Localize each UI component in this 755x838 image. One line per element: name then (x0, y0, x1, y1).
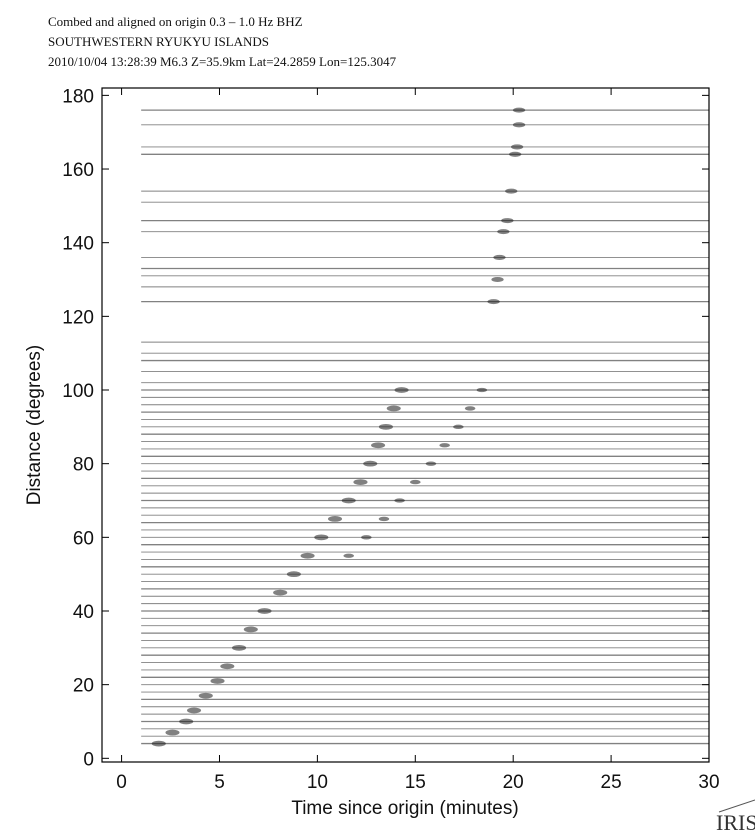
p-arrival-mark (232, 644, 247, 651)
p-arrival-mark (186, 707, 202, 714)
pkp-arrival-mark (487, 299, 500, 305)
y-tick-label: 20 (73, 676, 94, 697)
p-arrival-mark (363, 460, 378, 467)
p-arrival-mark (286, 571, 301, 578)
pp-arrival-mark (476, 387, 488, 393)
x-tick-label: 5 (214, 772, 225, 793)
pp-arrival-mark (410, 479, 421, 485)
x-tick-label: 15 (405, 772, 426, 793)
y-tick-label: 100 (62, 381, 94, 402)
pkp-arrival-mark (497, 229, 510, 235)
y-tick-label: 120 (62, 307, 94, 328)
p-arrival-mark (210, 678, 225, 684)
p-arrival-mark (243, 626, 258, 633)
seismogram-traces (141, 109, 709, 745)
pp-arrival-mark (453, 424, 464, 430)
x-tick-label: 0 (116, 772, 127, 793)
pkp-arrival-mark (508, 151, 522, 157)
p-arrival-mark (165, 729, 180, 736)
header-filter-line: Combed and aligned on origin 0.3 – 1.0 H… (48, 14, 303, 29)
p-arrival-mark (327, 516, 343, 522)
y-axis-ticks: 0 20 40 60 80 100 120 140 160 180 (62, 86, 709, 770)
header-event-line: 2010/10/04 13:28:39 M6.3 Z=35.9km Lat=24… (48, 54, 397, 69)
p-arrival-mark (378, 423, 393, 430)
pp-arrival-mark (378, 516, 390, 522)
p-arrival-mark (314, 534, 329, 541)
iris-logo-text: IRIS (716, 810, 755, 835)
y-axis-title: Distance (degrees) (24, 345, 45, 506)
y-tick-label: 0 (83, 749, 94, 770)
plot-frame (101, 87, 710, 763)
pkp-arrival-mark (505, 188, 518, 194)
y-tick-label: 140 (62, 234, 94, 255)
iris-logo: IRIS (716, 799, 755, 835)
p-arrival-mark (300, 552, 315, 559)
x-tick-label: 10 (307, 772, 328, 793)
p-arrival-mark (386, 405, 401, 412)
pp-arrival-mark (361, 535, 372, 540)
pkp-arrival-mark (493, 254, 506, 260)
pp-arrival-mark (343, 553, 354, 558)
pkp-arrival-mark (512, 107, 526, 113)
pkp-arrival-mark (510, 144, 524, 150)
pp-arrival-mark (394, 498, 405, 503)
x-axis-title: Time since origin (minutes) (291, 798, 518, 819)
y-tick-label: 160 (62, 160, 94, 181)
y-tick-label: 60 (73, 528, 94, 549)
header-region-line: SOUTHWESTERN RYUKYU ISLANDS (48, 34, 270, 49)
pkp-arrival-mark (512, 122, 526, 128)
pp-arrival-mark (464, 406, 476, 411)
x-tick-label: 30 (698, 772, 719, 793)
p-arrival-mark (151, 740, 166, 747)
p-arrival-mark (394, 387, 409, 393)
y-tick-label: 180 (62, 86, 94, 107)
x-tick-label: 20 (503, 772, 524, 793)
p-arrival-mark (371, 442, 386, 449)
p-arrival-mark (353, 479, 368, 485)
p-arrival-mark (198, 692, 213, 699)
p-arrival-mark (220, 663, 235, 670)
figure-header: Combed and aligned on origin 0.3 – 1.0 H… (48, 12, 396, 72)
phase-arrivals (151, 107, 526, 747)
p-arrival-mark (179, 718, 194, 725)
pp-arrival-mark (425, 461, 437, 466)
p-arrival-mark (257, 608, 272, 614)
p-arrival-mark (273, 589, 288, 596)
x-tick-label: 25 (601, 772, 622, 793)
y-tick-label: 40 (73, 602, 94, 623)
pp-arrival-mark (439, 443, 450, 448)
x-axis-ticks: 0 5 10 15 20 25 30 (116, 88, 720, 793)
y-tick-label: 80 (73, 455, 94, 476)
pkp-arrival-mark (491, 276, 504, 283)
p-arrival-mark (341, 497, 356, 504)
pkp-arrival-mark (501, 218, 514, 224)
